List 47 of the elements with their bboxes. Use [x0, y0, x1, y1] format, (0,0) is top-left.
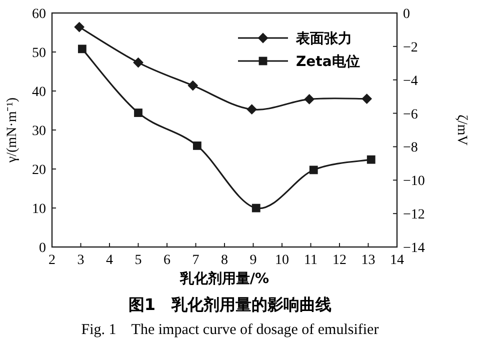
- text: 图1 乳化剂用量的影响曲线: [128, 295, 332, 314]
- y2-tick-label: −10: [403, 174, 425, 190]
- x-tick-label: 3: [77, 253, 84, 268]
- x-tick-label: 7: [192, 253, 200, 268]
- x-tick-label: 4: [106, 253, 113, 268]
- point: [246, 104, 258, 115]
- x-tick-label: 13: [361, 253, 376, 268]
- y2-tick-label: 0: [403, 7, 410, 22]
- point: [188, 80, 198, 91]
- y2-tick-label: −8: [403, 140, 418, 156]
- x-tick-label: 10: [275, 253, 289, 268]
- x-tick-label: 14: [390, 253, 404, 268]
- y-tick-label: 60: [32, 7, 46, 22]
- point: [304, 94, 315, 104]
- legend-label: 表面张力: [295, 31, 352, 47]
- y-tick-label: 40: [32, 85, 46, 100]
- y2-tick-label: −14: [403, 241, 425, 256]
- y2-tick-label: −6: [403, 107, 418, 122]
- y-tick-label: 0: [39, 241, 46, 256]
- text: Fig. 1 The impact curve of dosage of emulsifier: [81, 322, 379, 338]
- point: [309, 166, 318, 174]
- y-tick-label: 20: [32, 163, 46, 178]
- y2-tick-label: −12: [403, 208, 425, 223]
- x-tick-label: 11: [304, 253, 318, 268]
- x-axis-title: 乳化剂用量/%: [178, 270, 270, 287]
- point: [74, 22, 85, 32]
- x-tick-label: 6: [164, 253, 170, 268]
- point: [134, 108, 142, 117]
- point: [133, 57, 144, 68]
- y2-tick-label: −2: [403, 40, 418, 56]
- point: [252, 204, 260, 212]
- y-axis-title: γ/(mN·m⁻¹): [5, 97, 20, 164]
- x-tick-label: 8: [221, 253, 228, 268]
- x-tick-label: 12: [332, 253, 346, 268]
- point: [192, 142, 202, 150]
- point: [362, 94, 372, 104]
- y-tick-label: 10: [32, 202, 46, 217]
- point: [366, 155, 376, 164]
- legend-label: Zeta电位: [296, 54, 360, 70]
- y-tick-label: 30: [32, 124, 46, 139]
- y2-tick-label: −4: [403, 74, 418, 89]
- y2-axis-title: ζ/mV: [454, 114, 469, 146]
- x-tick-label: 2: [48, 253, 56, 268]
- x-tick-label: 5: [134, 253, 142, 268]
- x-tick-label: 9: [250, 253, 257, 268]
- y-tick-label: 50: [32, 46, 46, 61]
- point: [78, 44, 86, 54]
